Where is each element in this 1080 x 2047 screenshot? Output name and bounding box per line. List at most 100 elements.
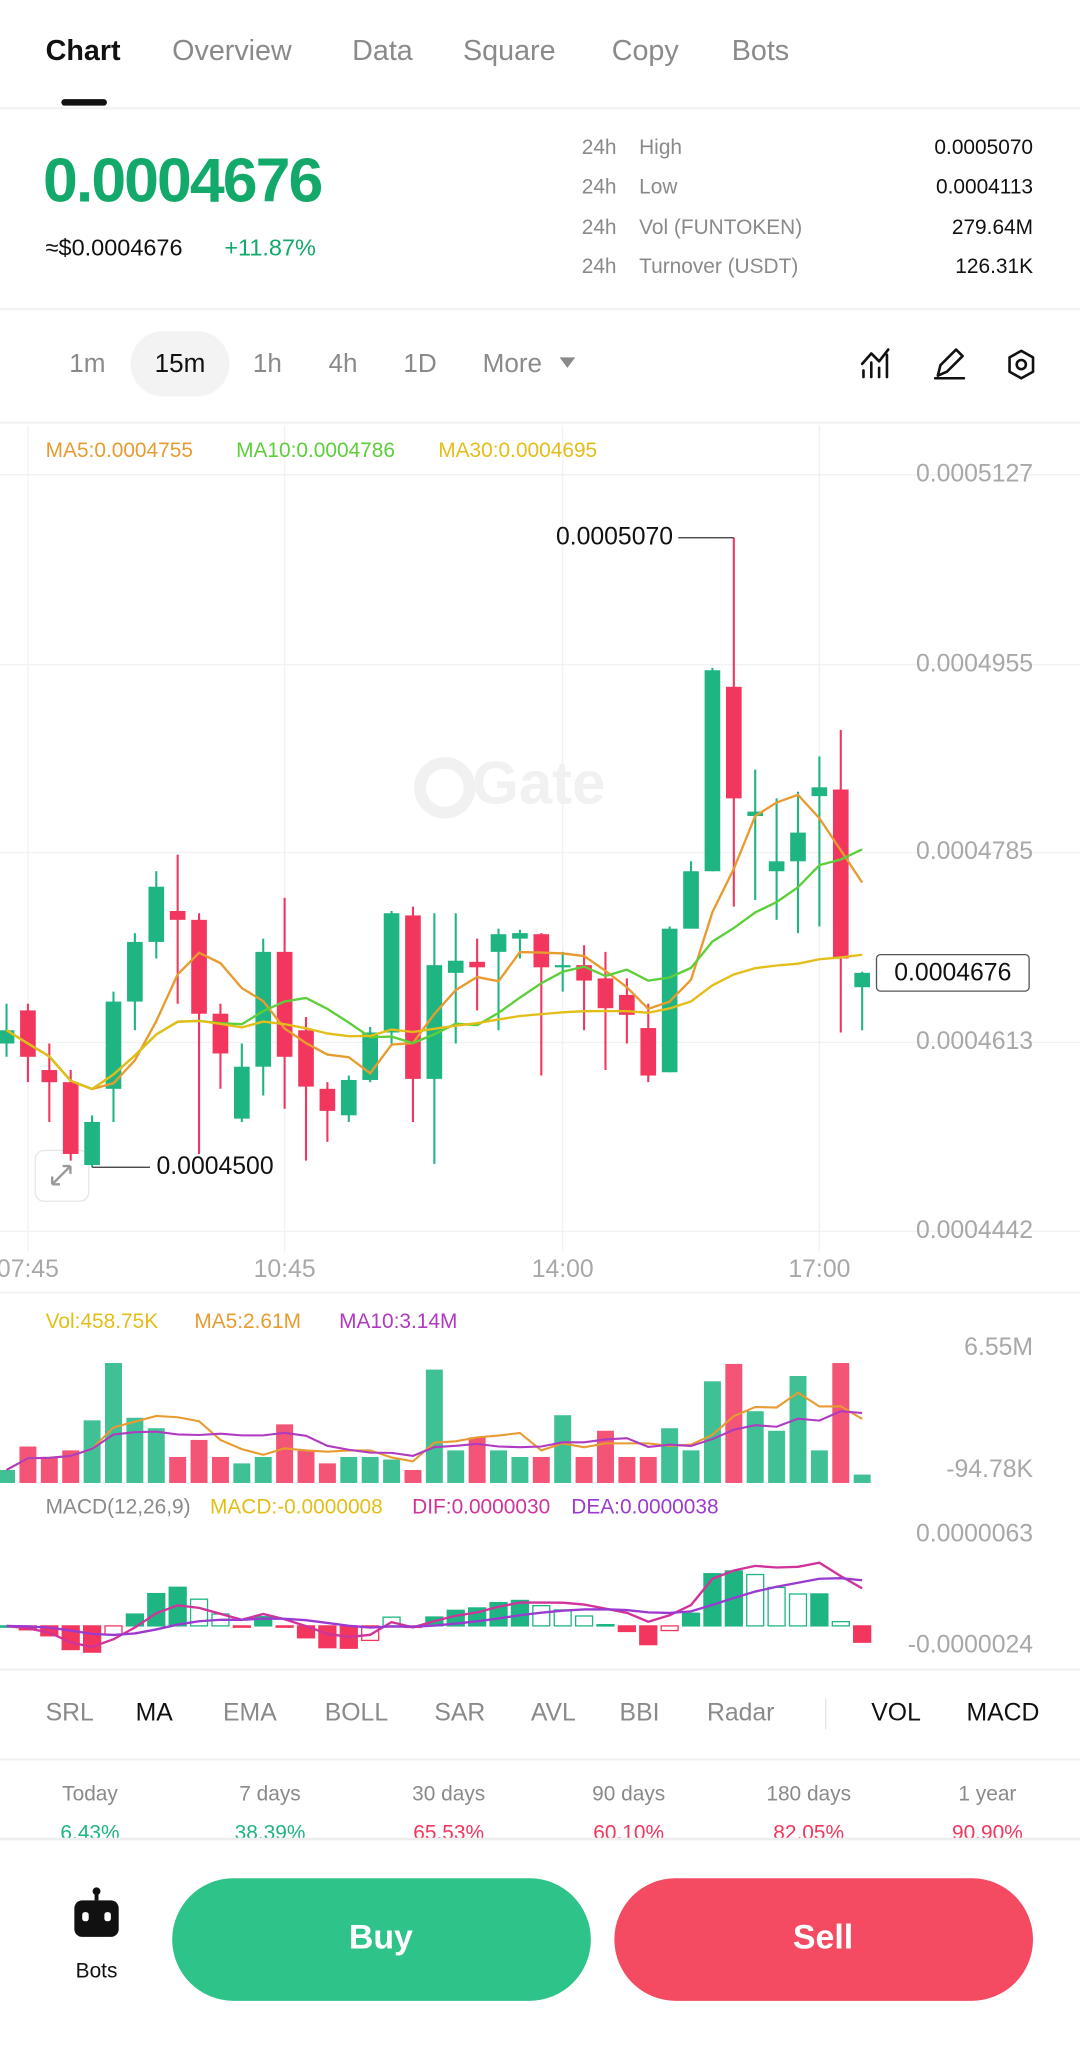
candle-body: [234, 1066, 250, 1119]
candle-body: [619, 994, 635, 1015]
bots-label[interactable]: Bots: [76, 1960, 118, 1983]
volume-bar: [768, 1430, 786, 1483]
interval[interactable]: 15m: [155, 348, 206, 378]
tab[interactable]: Data: [352, 35, 413, 67]
interval[interactable]: 1m: [69, 348, 105, 378]
candle-body: [790, 832, 806, 862]
macd-label: MACD(12,26,9): [46, 1495, 191, 1518]
macd-histogram: [125, 1613, 145, 1627]
indicator-option[interactable]: BBI: [620, 1699, 660, 1726]
macd-histogram: [617, 1625, 636, 1633]
volume-bar: [554, 1415, 572, 1483]
candle-body: [554, 965, 571, 968]
indicator-option[interactable]: SAR: [434, 1699, 485, 1726]
volume-bar: [83, 1420, 101, 1483]
macd-histogram: [82, 1625, 102, 1653]
volume-bar: [0, 1469, 16, 1483]
y-tick-label: -94.78K: [946, 1456, 1033, 1483]
volume-bar: [40, 1456, 58, 1483]
interval-selected-bg: [130, 331, 230, 397]
volume-bar: [147, 1428, 165, 1483]
stat-label: High: [639, 136, 682, 159]
macd-histogram: [147, 1592, 166, 1627]
interval[interactable]: 4h: [329, 348, 358, 378]
volume-bar: [468, 1437, 486, 1483]
volume-bar: [511, 1456, 529, 1483]
candle-body: [62, 1082, 79, 1154]
tab[interactable]: Bots: [732, 35, 789, 67]
volume-bar: [703, 1381, 721, 1483]
indicator-option[interactable]: MACD: [967, 1699, 1040, 1726]
candle-body: [811, 787, 828, 797]
dropdown-arrow: [559, 357, 576, 368]
y-tick-label: 0.0005127: [916, 460, 1033, 487]
volume-bar: [661, 1428, 679, 1483]
interval-more[interactable]: More: [483, 348, 542, 378]
macd-histogram: [681, 1612, 701, 1627]
last-price: 0.0004676: [43, 146, 321, 216]
y-tick-label: -0.0000024: [908, 1632, 1034, 1659]
x-tick-label: 14:00: [532, 1256, 594, 1283]
macd-histogram: [104, 1625, 123, 1636]
candle-body: [832, 789, 849, 959]
stat-label: Turnover (USDT): [639, 255, 798, 278]
candle-body: [533, 934, 550, 968]
macd-chart: [0, 1561, 872, 1653]
tab[interactable]: Overview: [172, 35, 292, 67]
candle-body: [41, 1070, 58, 1083]
macd-histogram: [703, 1573, 722, 1627]
price-change: +11.87%: [224, 234, 316, 260]
indicator-option[interactable]: MA: [136, 1699, 174, 1726]
indicator-option[interactable]: VOL: [871, 1699, 921, 1726]
candle-body: [447, 960, 464, 973]
sell-button[interactable]: [614, 1878, 1034, 2001]
indicator-option[interactable]: BOLL: [325, 1699, 388, 1726]
macd-histogram: [853, 1625, 872, 1643]
interval[interactable]: 1h: [253, 348, 282, 378]
volume-ma-line: [6, 1410, 863, 1471]
indicator-option[interactable]: SRL: [46, 1699, 94, 1726]
sell-label[interactable]: Sell: [793, 1918, 853, 1956]
bots-icon[interactable]: [74, 1887, 119, 1937]
macd-label: MACD:-0.0000008: [210, 1495, 383, 1518]
buy-label[interactable]: Buy: [349, 1918, 413, 1956]
y-tick-label: 0.0000063: [916, 1521, 1033, 1548]
macd-histogram: [232, 1625, 251, 1628]
volume-ma-line: [6, 1391, 863, 1471]
tab[interactable]: Copy: [612, 35, 680, 67]
macd-histogram: [596, 1624, 615, 1627]
indicator-option[interactable]: AVL: [531, 1699, 576, 1726]
stat-value: 126.31K: [955, 255, 1033, 278]
macd-histogram: [275, 1625, 294, 1628]
settings-icon[interactable]: [1008, 349, 1035, 380]
candle-body: [725, 686, 742, 799]
macd-histogram: [831, 1620, 850, 1627]
tab[interactable]: Chart: [46, 35, 121, 67]
expand-icon: [51, 1164, 72, 1186]
volume-bar: [639, 1456, 657, 1483]
watermark: Gate: [414, 750, 606, 819]
low-label: 0.0004500: [157, 1153, 274, 1180]
indicator-option[interactable]: Radar: [707, 1699, 774, 1726]
interval[interactable]: 1D: [403, 348, 436, 378]
volume-bar: [233, 1463, 251, 1483]
x-tick-label: 10:45: [254, 1256, 316, 1283]
candle-body: [127, 941, 143, 1002]
indicator-option[interactable]: EMA: [223, 1699, 277, 1726]
stat-period: 24h: [582, 175, 617, 198]
volume-bar: [789, 1376, 807, 1483]
candle-body: [383, 913, 400, 1033]
indicator-icon[interactable]: [860, 348, 890, 379]
ma-label: MA5:0.0004755: [46, 439, 193, 462]
volume-bar: [810, 1450, 828, 1483]
candle-body: [597, 978, 614, 1009]
stat-period: 24h: [582, 136, 617, 159]
dif-line: [6, 1561, 863, 1649]
candle-body: [469, 961, 485, 968]
buy-button[interactable]: [172, 1878, 591, 2001]
candle-body: [84, 1121, 100, 1166]
candle-body: [512, 933, 528, 939]
draw-icon[interactable]: [933, 348, 966, 380]
volume-bar: [105, 1363, 122, 1483]
tab[interactable]: Square: [463, 35, 556, 67]
